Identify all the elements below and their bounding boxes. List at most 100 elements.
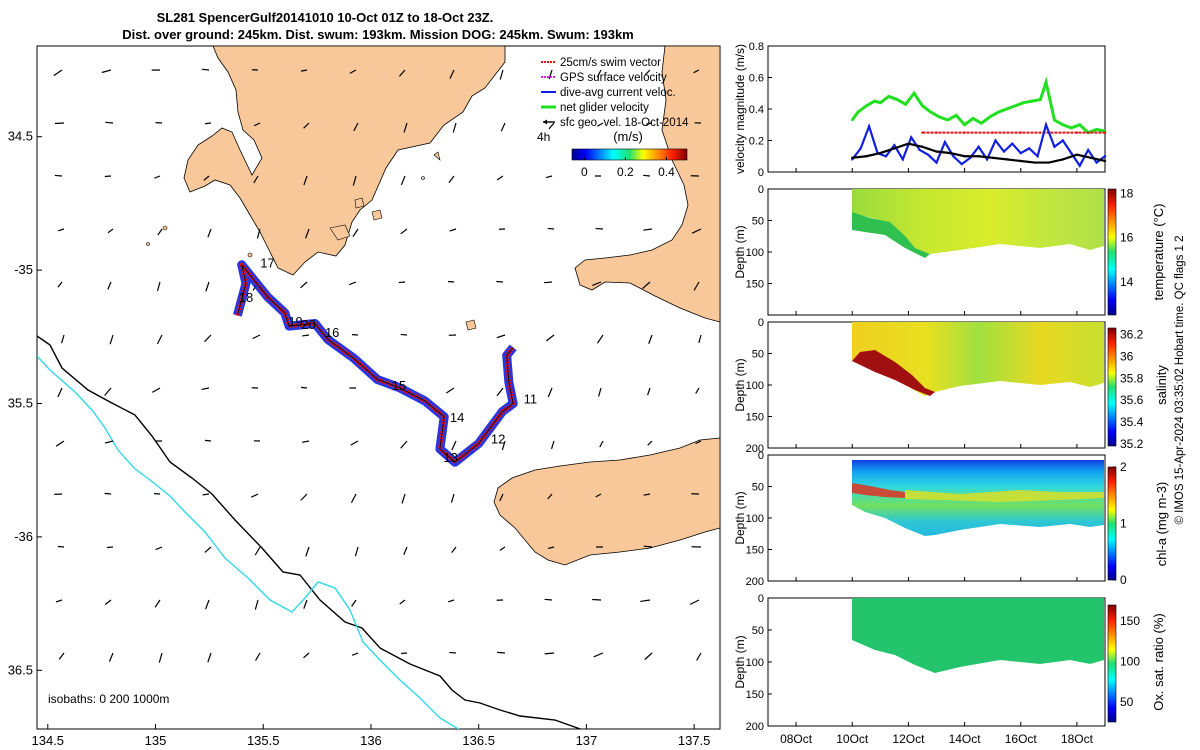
velocity-axes: 0 0.2 0.4 0.6 0.8 [749, 41, 1078, 179]
waypoint-label: 13 [443, 450, 457, 465]
series-point [949, 151, 952, 155]
current-arrow [151, 387, 161, 393]
series-point [977, 155, 980, 158]
series-point [1075, 153, 1079, 156]
series-point [1039, 98, 1042, 101]
series-point [1053, 145, 1056, 148]
series-point [935, 150, 938, 153]
depth-ytick-label: 50 [752, 482, 764, 494]
current-arrow [598, 387, 602, 397]
current-arrow [450, 493, 455, 503]
series-point [1095, 128, 1098, 131]
current-arrow [158, 652, 163, 663]
current-arrow [693, 281, 700, 291]
map-xtick-label: 136.5 [462, 733, 495, 748]
depth-ytick-label: 100 [746, 513, 764, 525]
current-arrow [353, 122, 359, 132]
colorbar-units: (m/s) [613, 129, 643, 144]
cb-tick-label: 35.8 [1120, 371, 1144, 385]
depth-ytick-label: 200 [746, 576, 764, 588]
current-arrow [354, 546, 359, 557]
oxygen-field [852, 598, 1104, 673]
chla-high-layer [852, 483, 905, 498]
series-point [991, 131, 994, 134]
glider-track [233, 260, 518, 467]
cb-tick-label: 35.2 [1120, 437, 1144, 451]
current-arrow [691, 228, 702, 234]
series-point [1019, 131, 1022, 134]
series-point [1078, 123, 1081, 126]
current-arrow [53, 69, 63, 77]
current-arrow [695, 387, 700, 394]
map-cb-tick-label: 0.2 [617, 165, 634, 179]
current-arrow [204, 439, 212, 442]
series-point [1027, 147, 1031, 150]
current-arrow [403, 122, 408, 133]
series-point [952, 155, 955, 158]
time-tick-label: 12Oct [892, 732, 925, 746]
series-point [1061, 158, 1065, 161]
series-point [1044, 81, 1048, 84]
waypoint-label: 16 [325, 325, 339, 340]
current-arrow [593, 652, 604, 658]
current-arrow [400, 440, 408, 449]
current-arrow [301, 440, 310, 443]
current-arrow [644, 69, 651, 76]
series-point [865, 104, 868, 108]
current-arrow [548, 69, 553, 80]
depth-ytick-label: 150 [746, 689, 764, 701]
waypoint-label: 20 [301, 317, 315, 332]
series-point [859, 147, 862, 150]
current-arrow [154, 599, 161, 608]
series-point [1095, 161, 1098, 164]
map-axes: 134.5 135 135.5 136 136.5 137 137.5 34.5 -35 35.5… [8, 129, 711, 748]
current-arrow [351, 652, 359, 656]
legend-age-label: 4h [537, 130, 550, 144]
salinity-panel: 0 50 100 150 200 35.2 35.4 35.6 35.8 36 36.2 Depth… [733, 317, 1169, 455]
series-point [893, 144, 896, 147]
vel-ytick-label: 0.2 [749, 136, 764, 148]
current-arrow [204, 334, 212, 343]
cb-tick-label: 36.2 [1120, 328, 1144, 342]
temperature-cb-label: temperature (°C) [1151, 204, 1166, 301]
current-arrow [643, 545, 653, 548]
current-arrow [501, 440, 506, 451]
legend-swim-vector: 25cm/s swim vector [560, 57, 661, 69]
map-cb-tick-label: 0 [581, 165, 588, 179]
series-point [1103, 155, 1107, 158]
series-point [1053, 118, 1056, 122]
waypoint-label: 18 [239, 290, 253, 305]
current-arrow [201, 68, 210, 71]
current-arrow [398, 281, 406, 284]
current-arrow [108, 652, 114, 662]
current-arrow [254, 546, 261, 556]
chla-panel: 0 50 100 150 200 0 1 2 Depth (m) chl-a (mg m-3) [733, 450, 1169, 588]
current-arrow [647, 440, 653, 446]
current-arrow [496, 387, 504, 397]
current-arrow [448, 175, 455, 184]
series-point [1022, 101, 1025, 104]
series-point [884, 155, 888, 158]
surface-current-arrows [53, 68, 702, 663]
depth-ytick-label: 0 [758, 450, 764, 462]
track-centerline [236, 264, 514, 463]
depth-ytick-label: 100 [746, 657, 764, 669]
waypoint-label: 19 [288, 314, 302, 329]
current-arrow [696, 652, 702, 661]
chla-colorbar [1107, 466, 1117, 581]
series-point [991, 156, 994, 160]
current-arrow [500, 122, 506, 132]
current-arrow [592, 281, 602, 286]
current-arrow [156, 334, 163, 345]
current-arrow [58, 652, 65, 660]
map-xtick-label: 134.5 [31, 733, 64, 748]
oxygen-panel: 0 50 100 150 200 50 100 150 08Oct 10Oct 12Oct 14Oct… [733, 593, 1166, 746]
current-arrow [643, 228, 653, 231]
series-point [1019, 151, 1022, 155]
salinity-axes: 0 50 100 150 200 35.2 35.4 35.6 35.8 36 36.2 [746, 317, 1144, 455]
series-point [994, 139, 997, 142]
series-point [1033, 161, 1036, 164]
series-point [851, 118, 854, 122]
depth-ytick-label: 200 [746, 721, 764, 733]
